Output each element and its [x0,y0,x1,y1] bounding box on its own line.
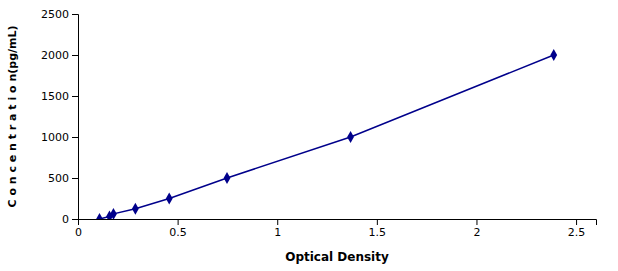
tick-label: 1000 [41,131,69,144]
tick-label: 2.5 [568,226,586,239]
point [224,172,231,184]
tick-label: 1500 [41,90,69,103]
tick: 0 [75,219,82,239]
tick: 1 [274,219,281,239]
tick: 0 [62,213,78,226]
axis-line [72,15,79,220]
tick: 500 [48,172,78,185]
point [132,203,139,215]
tick-mark [277,219,278,225]
tick: 2.5 [568,219,586,239]
tick: 1500 [41,90,78,103]
tick-label: 2500 [41,8,69,21]
tick-mark [72,219,78,220]
tick: 2 [473,219,480,239]
tick-mark [72,137,78,138]
point [110,208,117,219]
tick: 2000 [41,49,78,62]
tick-mark [72,55,78,56]
plot-area: 0 0.5 1 1.5 2 2.5 0 500 1000 1500 2000 2500 [41,8,597,239]
tick-label: 0.5 [169,226,187,239]
tick: 0.5 [169,219,187,239]
point [96,213,103,219]
marks [96,49,557,219]
point [166,193,173,205]
y-axis: 0 500 1000 1500 2000 2500 [41,8,79,226]
tick: 1.5 [369,219,387,239]
tick-mark [178,219,179,225]
axis-line [79,220,597,226]
tick-label: 0 [62,213,69,226]
tick-mark [377,219,378,225]
tick-mark [476,219,477,225]
tick-label: 500 [48,172,69,185]
tick-mark [72,14,78,15]
point [550,49,557,61]
line [100,55,554,219]
x-axis: 0 0.5 1 1.5 2 2.5 [75,219,597,239]
tick-label: 0 [75,226,82,239]
tick-label: 2 [473,226,480,239]
y-axis-title: C o n c e n t r a t i o n(pg/mL) [6,25,19,207]
tick-label: 1.5 [369,226,387,239]
tick-label: 1 [274,226,281,239]
point [347,131,354,143]
tick-mark [72,178,78,179]
tick-mark [72,96,78,97]
tick-label: 2000 [41,49,69,62]
chart: 0 0.5 1 1.5 2 2.5 0 500 1000 1500 2000 2500 Optical … [0,0,618,271]
tick-mark [576,219,577,225]
tick: 2500 [41,8,78,21]
tick: 1000 [41,131,78,144]
x-axis-title: Optical Density [285,250,389,264]
